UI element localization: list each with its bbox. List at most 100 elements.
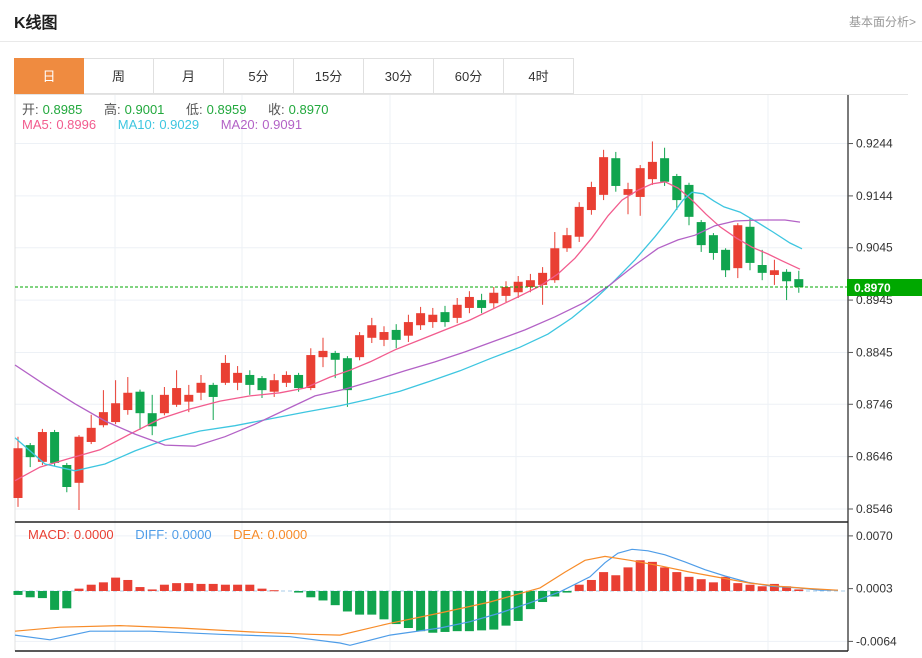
candle-body xyxy=(550,248,560,281)
candle-body xyxy=(562,235,572,249)
ma-legend: MA5: 0.8996 MA10: 0.9029 MA20: 0.9091 xyxy=(22,117,306,132)
candle-body xyxy=(696,222,706,246)
candlestick-series xyxy=(13,141,804,511)
candle-body xyxy=(355,335,365,358)
candle-body xyxy=(367,325,377,338)
tab-month[interactable]: 月 xyxy=(154,58,224,94)
macd-bar xyxy=(501,591,511,626)
diff-label: DIFF: xyxy=(135,527,168,542)
tab-5min[interactable]: 5分 xyxy=(224,58,294,94)
dea-value: 0.0000 xyxy=(267,527,308,542)
candle-body xyxy=(13,448,23,498)
tick-label: 0.8746 xyxy=(856,397,893,411)
macd-bar xyxy=(647,561,657,591)
macd-bar xyxy=(367,591,377,615)
tab-30min[interactable]: 30分 xyxy=(364,58,434,94)
candle-body xyxy=(647,161,657,180)
macd-bar xyxy=(757,586,767,591)
tab-60min[interactable]: 60分 xyxy=(434,58,504,94)
candle-body xyxy=(440,312,450,323)
low-value: 0.8959 xyxy=(206,102,247,117)
candle-body xyxy=(123,392,133,411)
macd-bar xyxy=(74,588,84,591)
macd-bar xyxy=(123,579,133,591)
open-value: 0.8985 xyxy=(42,102,83,117)
macd-bar xyxy=(513,591,523,621)
candle-body xyxy=(611,158,621,186)
dea-label: DEA: xyxy=(233,527,264,542)
macd-bar xyxy=(696,579,706,591)
candle-body xyxy=(733,225,743,269)
macd-bar xyxy=(220,584,230,591)
candle-body xyxy=(220,362,230,383)
macd-label: MACD: xyxy=(28,527,70,542)
ma5-line xyxy=(14,181,801,482)
tab-week[interactable]: 周 xyxy=(84,58,154,94)
tick-label: 0.9045 xyxy=(856,241,893,255)
tick-label: -0.0064 xyxy=(856,634,897,648)
grid-lines xyxy=(14,95,848,651)
price-axis-ticks: 0.9244 0.9144 0.9045 0.8945 0.8845 0.8746 0.86… xyxy=(848,137,897,648)
macd-bar xyxy=(769,583,779,591)
close-label: 收: xyxy=(268,102,285,117)
macd-bar xyxy=(379,591,389,620)
fundamental-analysis-link[interactable]: 基本面分析> xyxy=(848,15,916,29)
page-title: K线图 xyxy=(14,15,58,32)
macd-bar xyxy=(452,591,462,632)
diff-line xyxy=(14,548,838,646)
candle-body xyxy=(159,394,169,414)
macd-bar xyxy=(355,591,365,615)
macd-bar xyxy=(184,583,194,591)
low-label: 低: xyxy=(186,102,203,117)
candle-body xyxy=(757,265,767,273)
macd-bar xyxy=(562,591,572,593)
candle-body xyxy=(635,168,645,197)
macd-bar xyxy=(684,576,694,591)
macd-bar xyxy=(86,584,96,591)
macd-bar xyxy=(574,584,584,591)
candle-body xyxy=(501,287,511,296)
macd-bar xyxy=(208,583,218,591)
candle-body xyxy=(574,206,584,237)
macd-bar xyxy=(172,583,182,591)
macd-bar xyxy=(464,591,474,632)
candle-body xyxy=(416,313,426,326)
candle-body xyxy=(489,292,499,304)
macd-value: 0.0000 xyxy=(73,527,114,542)
macd-bar xyxy=(318,591,328,601)
dea-line xyxy=(14,555,839,636)
candle-body xyxy=(135,391,145,414)
candle-body xyxy=(111,403,121,423)
macd-bar xyxy=(306,591,316,598)
candle-body xyxy=(269,380,279,392)
macd-bar xyxy=(233,584,243,591)
tick-label: 0.9244 xyxy=(856,137,893,151)
current-price-badge-text: 0.8970 xyxy=(854,281,891,295)
tab-4hour[interactable]: 4时 xyxy=(504,58,574,94)
candle-body xyxy=(721,249,731,271)
candle-body xyxy=(769,270,779,275)
candle-body xyxy=(538,272,548,285)
candle-body xyxy=(98,412,108,426)
tab-day[interactable]: 日 xyxy=(14,58,84,94)
macd-bar xyxy=(159,584,169,591)
candle-body xyxy=(708,235,718,253)
candle-body xyxy=(513,281,523,293)
ohlc-legend: 开: 0.8985 高: 0.9001 低: 0.8959 收: 0.8970 xyxy=(22,99,332,118)
candle-body xyxy=(464,296,474,308)
macd-bar xyxy=(672,572,682,591)
macd-bar xyxy=(611,575,621,591)
macd-bar xyxy=(586,579,596,591)
tick-label: 0.8546 xyxy=(856,502,893,516)
candle-body xyxy=(74,436,84,483)
macd-bar xyxy=(269,590,279,592)
tab-15min[interactable]: 15分 xyxy=(294,58,364,94)
candle-body xyxy=(257,378,267,391)
macd-bar xyxy=(708,582,718,591)
candle-body xyxy=(477,300,487,308)
ma5-value: 0.8996 xyxy=(56,117,97,132)
tick-label: 0.0003 xyxy=(856,582,893,596)
candle-body xyxy=(586,187,596,211)
macd-bar xyxy=(135,587,145,591)
